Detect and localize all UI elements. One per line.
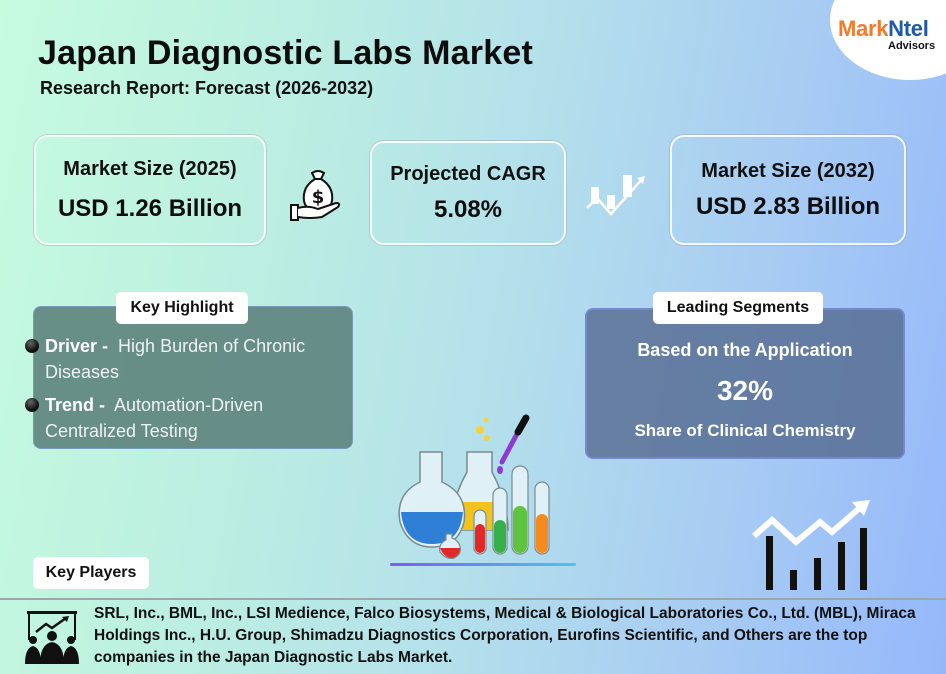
- brand-logo: MarkNtel: [838, 16, 929, 42]
- logo-ntel-text: Ntel: [888, 16, 929, 41]
- stat-card-market-size-2025: Market Size (2025) USD 1.26 Billion: [34, 135, 266, 245]
- bar-chart-trend-icon: [752, 500, 870, 590]
- stat-label: Market Size (2032): [701, 159, 875, 182]
- stat-label: Projected CAGR: [390, 162, 546, 185]
- key-players-title: Key Players: [33, 557, 149, 589]
- stat-value: USD 2.83 Billion: [695, 192, 881, 220]
- key-players-list: SRL, Inc., BML, Inc., LSI Medience, Falc…: [94, 605, 916, 666]
- bullet-icon: [25, 339, 39, 353]
- money-bag-hand-icon: $: [290, 170, 341, 221]
- highlight-label: Driver -: [45, 336, 109, 356]
- segment-basis: Based on the Application: [637, 340, 853, 360]
- highlight-label: Trend -: [45, 395, 106, 415]
- highlight-trend: Trend - Automation-Driven Centralized Te…: [25, 392, 345, 444]
- stat-card-market-size-2032: Market Size (2032) USD 2.83 Billion: [670, 135, 906, 245]
- section-divider: [0, 598, 946, 600]
- stat-value: 5.08%: [433, 195, 503, 223]
- page-subtitle: Research Report: Forecast (2026-2032): [40, 78, 374, 98]
- logo-tagline: Advisors: [888, 40, 936, 52]
- growth-chart-icon: [586, 175, 645, 216]
- bullet-icon: [25, 398, 39, 412]
- svg-text:$: $: [312, 187, 325, 208]
- lab-glassware-illustration: [398, 414, 550, 559]
- segment-share-value: 32%: [716, 375, 774, 406]
- highlight-text: High Burden of Chronic Diseases: [45, 336, 306, 382]
- key-highlight-title: Key Highlight: [116, 292, 248, 324]
- stat-label: Market Size (2025): [63, 157, 237, 180]
- stat-card-projected-cagr: Projected CAGR 5.08%: [370, 141, 566, 245]
- stat-value: USD 1.26 Billion: [57, 194, 243, 222]
- leading-segments-panel: Based on the Application 32% Share of Cl…: [585, 308, 905, 459]
- leading-segments-title: Leading Segments: [653, 292, 823, 324]
- page-title: Japan Diagnostic Labs Market: [38, 34, 533, 72]
- decorative-underline: [390, 563, 576, 566]
- key-highlight-panel: [33, 306, 353, 449]
- business-team-presentation-icon: [25, 611, 79, 664]
- highlight-text: Automation-Driven Centralized Testing: [45, 395, 264, 441]
- logo-mark-text: Mark: [838, 16, 889, 41]
- segment-description: Share of Clinical Chemistry: [634, 421, 856, 440]
- highlight-driver: Driver - High Burden of Chronic Diseases: [25, 333, 345, 385]
